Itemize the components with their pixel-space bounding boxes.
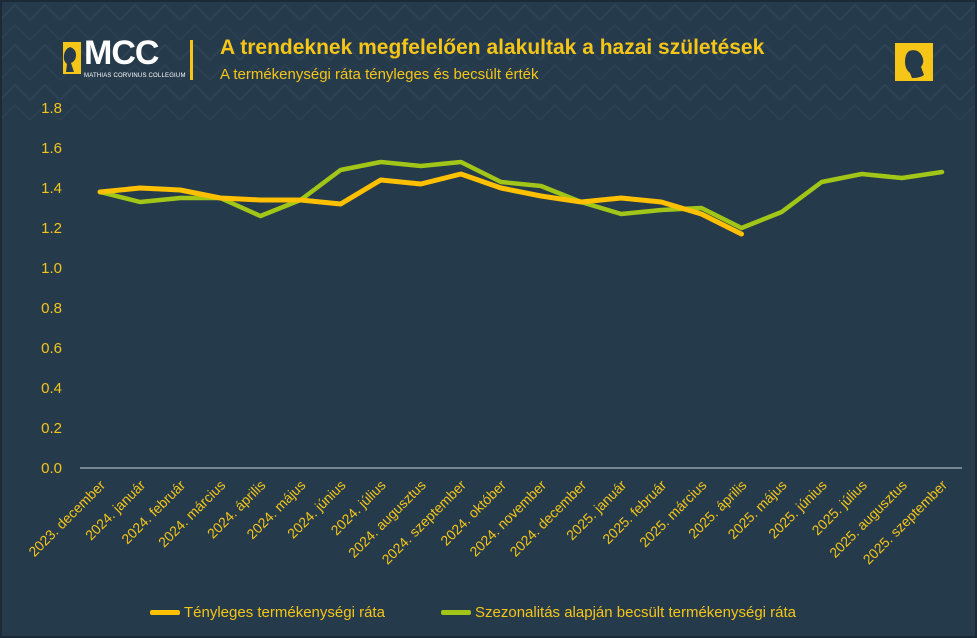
chart-subtitle: A termékenységi ráta tényleges és becsül…: [220, 66, 539, 83]
y-tick-label: 0.6: [41, 340, 62, 357]
chart-title: A trendeknek megfelelően alakultak a haz…: [220, 36, 765, 59]
legend-swatch-estimated: [441, 610, 471, 615]
portrait-icon: [895, 43, 933, 81]
legend-swatch-actual: [150, 610, 180, 615]
y-tick-label: 0.8: [41, 300, 62, 317]
y-tick-label: 1.4: [41, 180, 62, 197]
y-tick-label: 1.2: [41, 220, 62, 237]
legend-item-estimated: Szezonalitás alapján becsült termékenysé…: [441, 604, 796, 621]
background-pattern: [0, 0, 977, 120]
logo-text: MCC: [84, 34, 159, 72]
y-tick-label: 1.0: [41, 260, 62, 277]
legend-label-actual: Tényleges termékenységi ráta: [184, 604, 385, 621]
y-tick-label: 0.0: [41, 460, 62, 477]
mcc-logo-icon: [63, 42, 81, 74]
series-line-estimated: [97, 159, 945, 231]
header-divider: [190, 40, 193, 80]
y-tick-label: 1.8: [41, 100, 62, 117]
y-tick-label: 0.2: [41, 420, 62, 437]
logo-subtext: MATHIAS CORVINUS COLLEGIUM: [84, 73, 186, 79]
y-tick-label: 0.4: [41, 380, 62, 397]
legend-label-estimated: Szezonalitás alapján becsült termékenysé…: [475, 604, 797, 621]
legend-item-actual: Tényleges termékenységi ráta: [150, 604, 385, 621]
y-tick-label: 1.6: [41, 140, 62, 157]
series-line-actual: [97, 171, 744, 237]
